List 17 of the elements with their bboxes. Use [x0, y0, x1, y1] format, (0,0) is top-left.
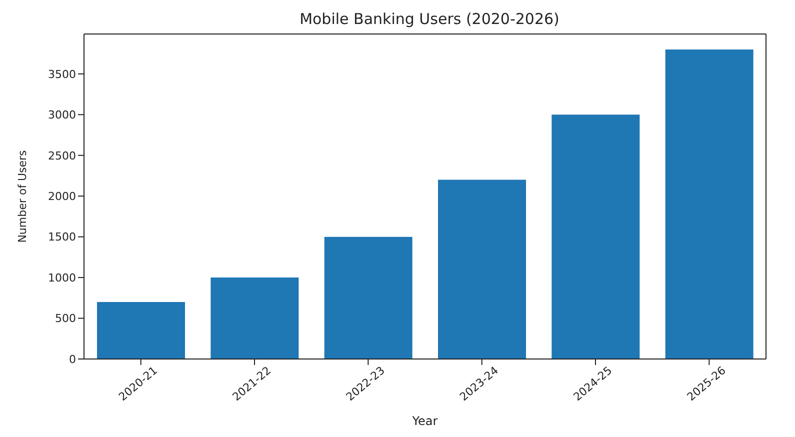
y-tick-label: 2500: [48, 149, 76, 162]
y-axis-title: Number of Users: [16, 150, 29, 243]
bar: [324, 236, 412, 359]
bar: [438, 180, 526, 359]
y-tick-label: 2000: [48, 190, 76, 203]
bar: [97, 302, 185, 359]
y-tick-label: 3000: [48, 108, 76, 122]
y-tick-label: 500: [55, 312, 76, 326]
chart-title: Mobile Banking Users (2020-2026): [298, 10, 560, 28]
bar: [210, 278, 299, 359]
y-tick-label: 0: [69, 352, 76, 366]
y-tick-label: 1500: [48, 230, 76, 244]
bar: [552, 114, 640, 359]
bar: [665, 49, 754, 359]
y-tick-label: 1000: [48, 271, 76, 284]
y-tick-label: 3500: [48, 68, 76, 81]
x-axis-title: Year: [411, 414, 438, 428]
